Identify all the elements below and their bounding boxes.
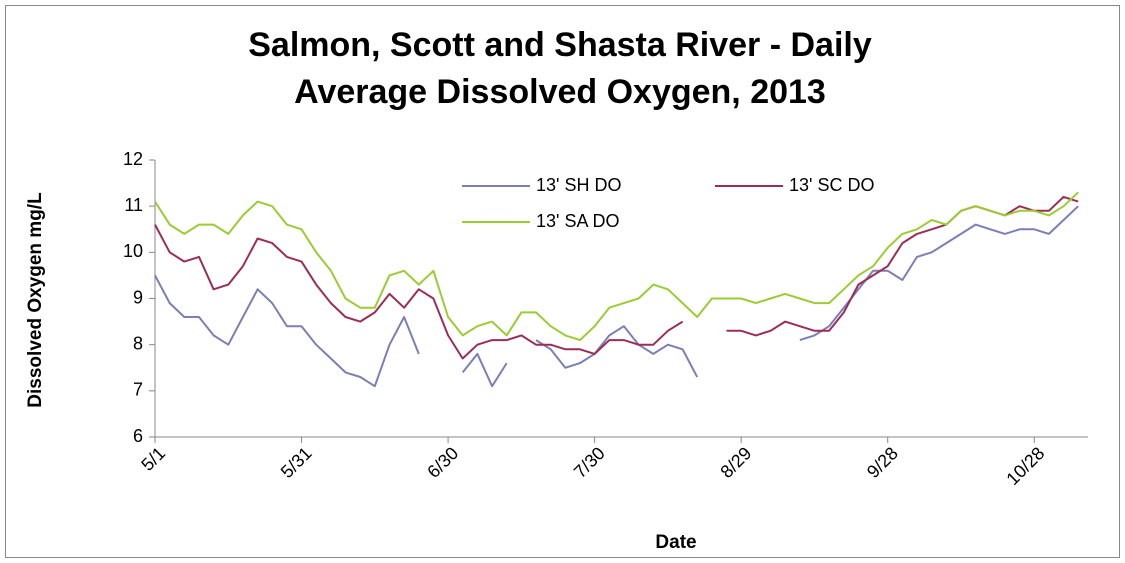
y-axis-label: Dissolved Oxygen mg/L	[25, 192, 46, 408]
series-line	[154, 195, 1079, 360]
x-tick-label: 9/28	[863, 443, 902, 482]
series-line	[154, 205, 1079, 388]
y-tick-label: 8	[133, 333, 143, 353]
x-tick-label: 5/31	[277, 443, 316, 482]
y-tick-label: 6	[133, 426, 143, 446]
y-tick-label: 9	[133, 287, 143, 307]
legend-label: 13' SH DO	[536, 175, 621, 195]
y-tick-label: 11	[124, 195, 143, 215]
y-tick-label: 7	[133, 380, 143, 400]
series-line	[154, 191, 1079, 342]
legend-label: 13' SC DO	[789, 175, 874, 195]
x-tick-label: 8/29	[716, 443, 755, 482]
y-tick-label: 10	[123, 241, 143, 261]
y-tick-label: 12	[123, 149, 143, 169]
x-tick-label: 7/30	[570, 443, 609, 482]
legend-label: 13' SA DO	[536, 211, 619, 231]
x-tick-label: 10/28	[1002, 443, 1048, 489]
x-tick-label: 5/1	[137, 443, 169, 475]
chart-border	[5, 5, 1120, 558]
x-tick-label: 6/30	[423, 443, 462, 482]
chart-title: Salmon, Scott and Shasta River - Daily A…	[248, 26, 872, 111]
x-axis-label: Date	[655, 532, 696, 553]
